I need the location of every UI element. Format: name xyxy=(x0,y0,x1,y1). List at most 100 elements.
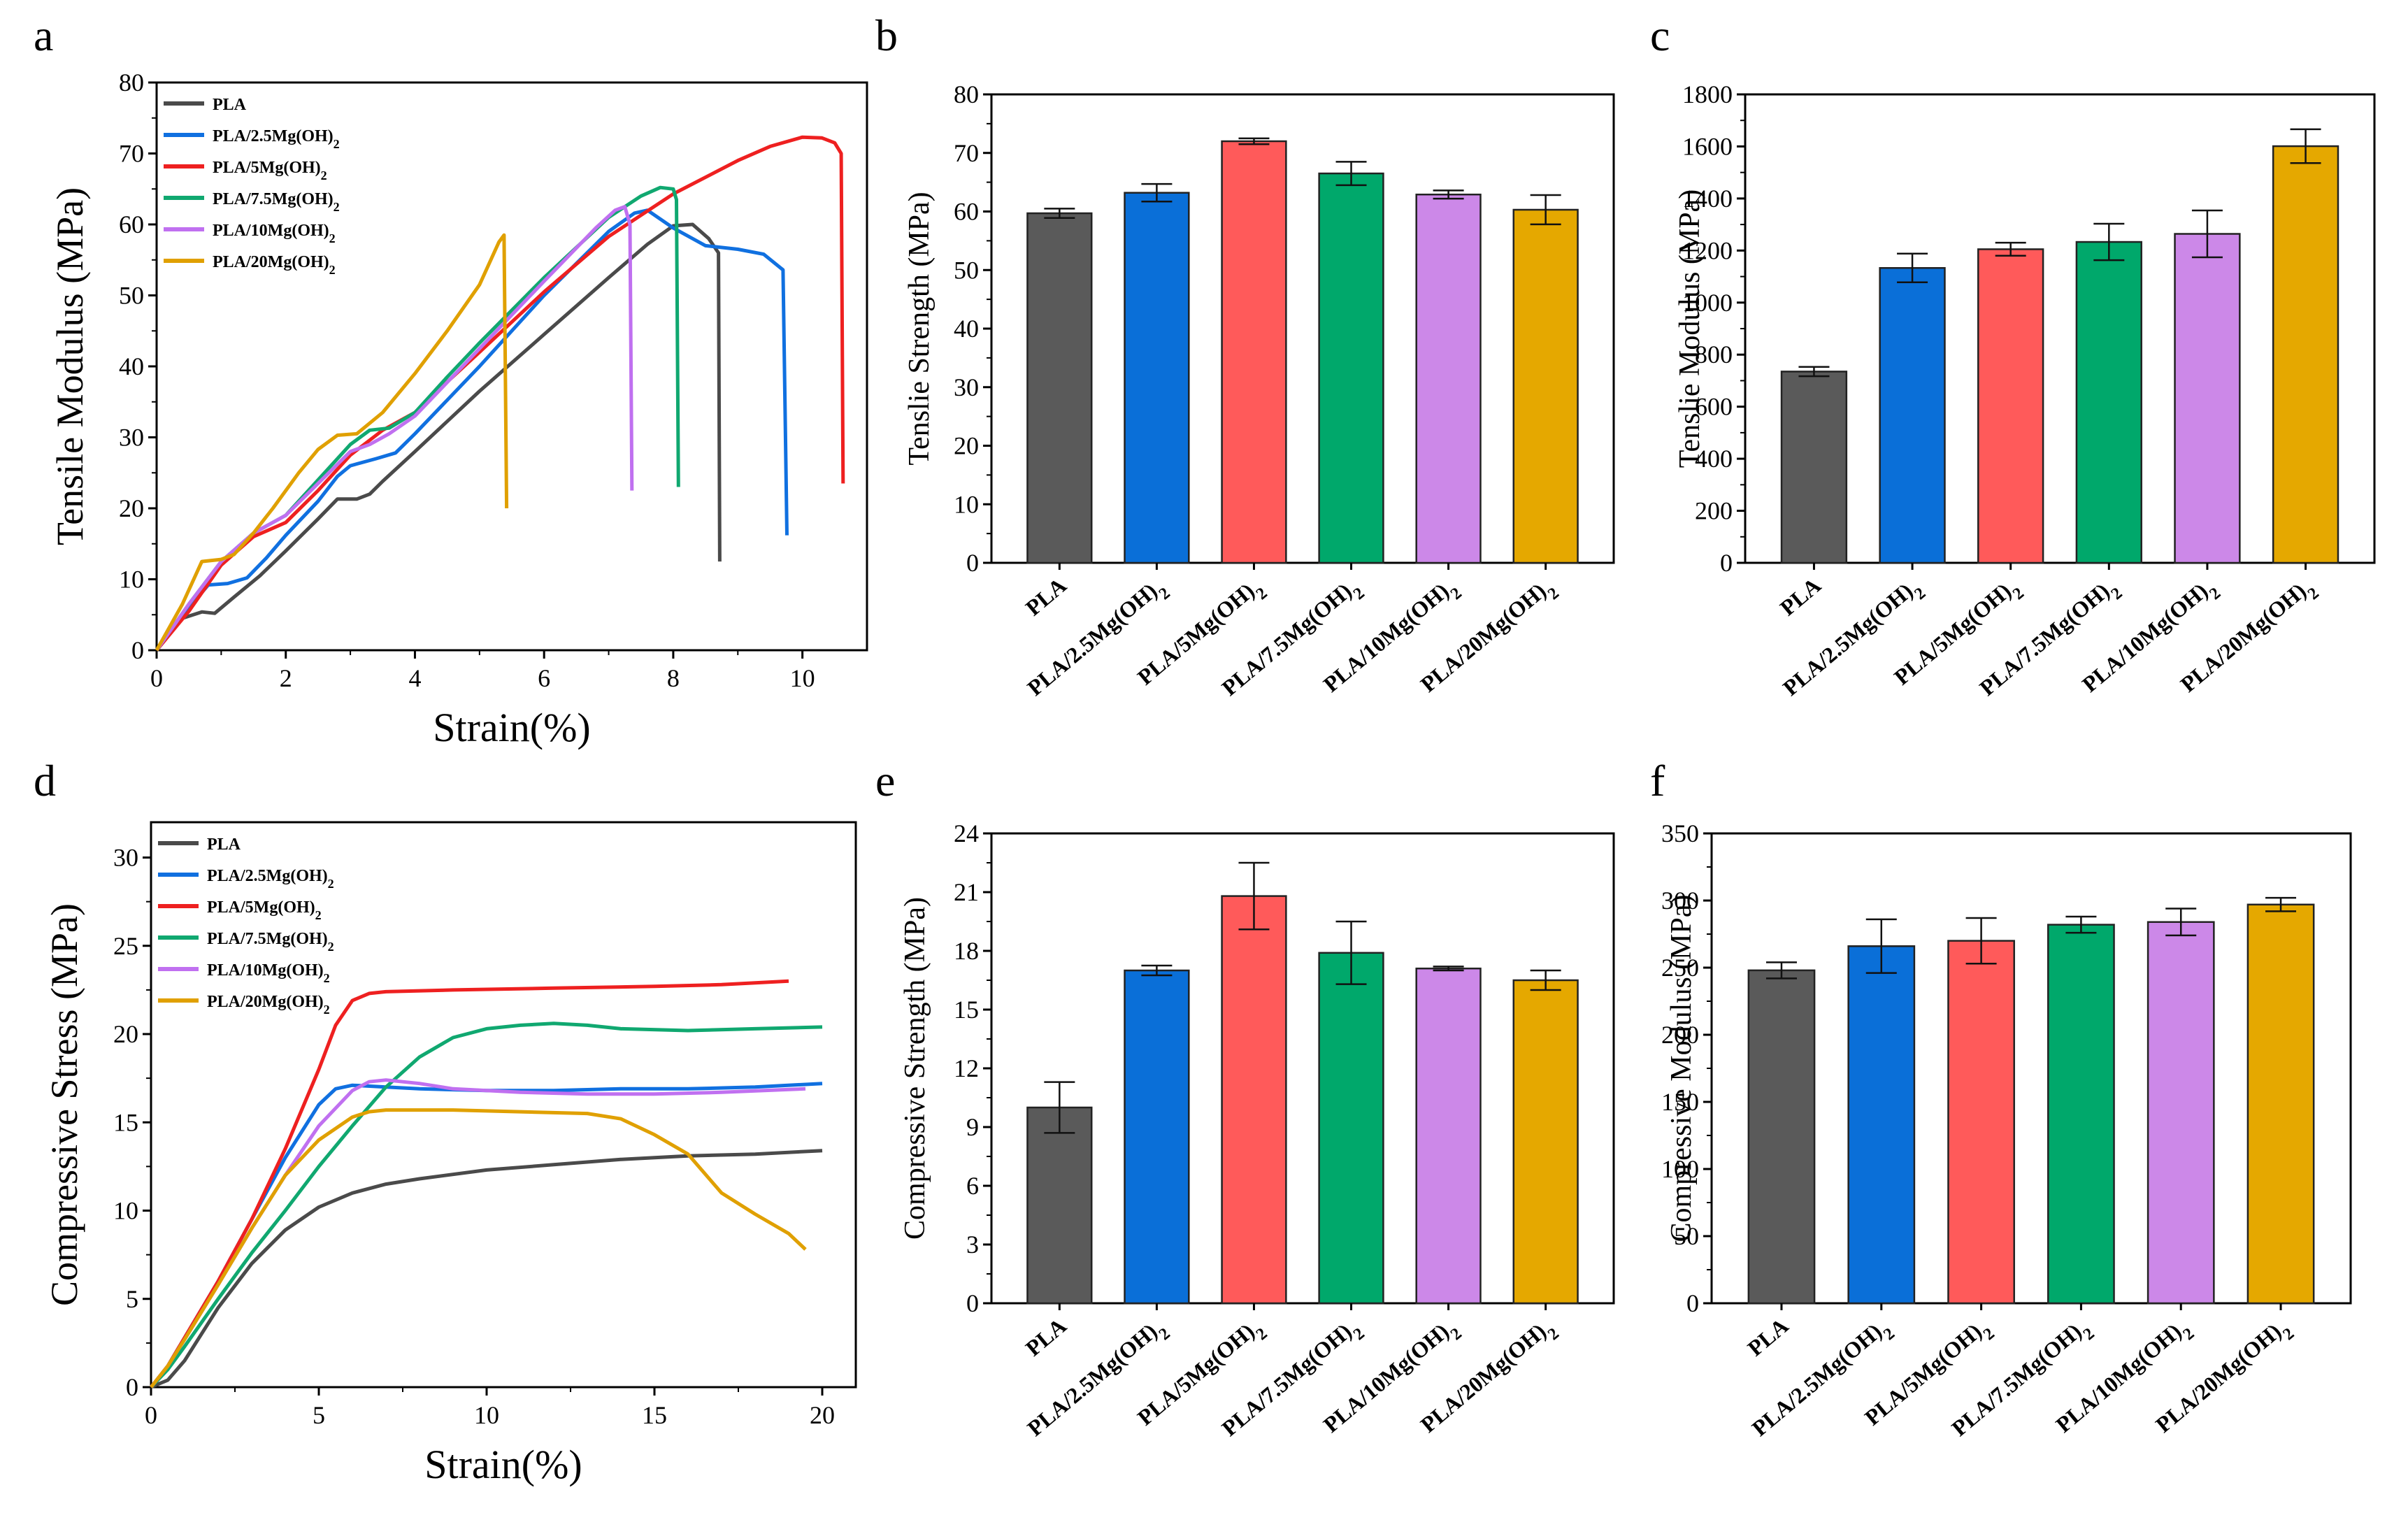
bar-1 xyxy=(1847,945,1916,1305)
bar-2 xyxy=(1221,895,1287,1305)
panel-c-tensile-modulus-bars: c 0 200 400 600 800 1000 1200 1400 1600 1800 Tensli… xyxy=(1650,10,2376,701)
bar-0 xyxy=(1026,212,1093,564)
y-tick-label: 60 xyxy=(954,198,979,226)
series-line-5 xyxy=(150,1108,807,1389)
y-tick-label: 1200 xyxy=(1682,236,1733,264)
bar-2 xyxy=(1221,140,1287,564)
y-tick-label: 12 xyxy=(954,1054,979,1082)
series-line-1 xyxy=(155,208,789,652)
bar-3 xyxy=(1318,172,1384,564)
bar-4 xyxy=(2147,921,2215,1305)
bar-5 xyxy=(1512,208,1579,564)
panel-letter: e xyxy=(875,756,895,805)
legend-label-5: PLA/20Mg(OH)2 xyxy=(207,993,330,1017)
bar-4 xyxy=(2174,233,2241,564)
y-axis-label: Compressive Stress (MPa) xyxy=(43,903,85,1306)
bar-3 xyxy=(2047,924,2115,1305)
panel-a-tensile-stress-strain: a 0 10 20 30 40 50 60 70 80 Tensile Modulus (MPa) 0… xyxy=(34,10,868,750)
legend-label-2: PLA/5Mg(OH)2 xyxy=(213,159,327,182)
y-tick-label: 30 xyxy=(119,424,144,452)
y-tick-label: 1000 xyxy=(1682,289,1733,317)
legend-label-1: PLA/2.5Mg(OH)2 xyxy=(207,867,334,891)
bar-3 xyxy=(2075,241,2142,564)
bar-1 xyxy=(1124,192,1190,564)
x-tick-label: 2 xyxy=(280,664,292,692)
legend-label-4: PLA/10Mg(OH)2 xyxy=(213,222,336,245)
y-tick-label: 25 xyxy=(113,932,138,960)
bar-2 xyxy=(1947,940,2015,1305)
y-tick-label: 200 xyxy=(1695,497,1733,525)
legend-label-3: PLA/7.5Mg(OH)2 xyxy=(213,190,340,214)
y-axis-label: Compressive Strength (MPa) xyxy=(899,897,931,1240)
y-tick-label: 20 xyxy=(954,432,979,460)
panel-letter: a xyxy=(34,10,53,60)
panel-letter: c xyxy=(1650,10,1670,60)
bar-5 xyxy=(2246,903,2315,1305)
y-tick-label: 9 xyxy=(966,1113,979,1141)
y-tick-label: 60 xyxy=(119,210,144,238)
x-tick-label: 6 xyxy=(538,664,550,692)
legend-label-3: PLA/7.5Mg(OH)2 xyxy=(207,930,334,954)
x-axis-label: Strain(%) xyxy=(424,1442,582,1487)
y-tick-label: 30 xyxy=(954,373,979,401)
plot-frame xyxy=(150,821,857,1389)
legend-label-2: PLA/5Mg(OH)2 xyxy=(207,898,322,922)
x-tick-label: 0 xyxy=(150,664,163,692)
series-line-1 xyxy=(150,1082,823,1389)
y-tick-label: 0 xyxy=(126,1373,138,1401)
y-tick-label: 15 xyxy=(113,1108,138,1136)
y-tick-label: 10 xyxy=(119,566,144,594)
series-line-5 xyxy=(155,233,509,652)
y-tick-label: 0 xyxy=(1720,549,1733,577)
y-tick-label: 40 xyxy=(119,352,144,380)
category-label-0: PLA xyxy=(1742,1313,1793,1361)
y-tick-label: 1400 xyxy=(1682,185,1733,213)
bar-4 xyxy=(1415,967,1482,1305)
panel-d-compressive-stress-strain: d 0 5 10 15 20 25 30 Compressive Stress (MPa) 0 5 1… xyxy=(34,756,857,1487)
y-tick-label: 0 xyxy=(1686,1289,1699,1317)
legend-label-5: PLA/20Mg(OH)2 xyxy=(213,253,336,277)
x-tick-label: 20 xyxy=(810,1401,835,1429)
y-tick-label: 80 xyxy=(119,69,144,96)
x-tick-label: 15 xyxy=(642,1401,667,1429)
y-tick-label: 20 xyxy=(113,1020,138,1048)
y-tick-label: 80 xyxy=(954,80,979,108)
panel-letter: b xyxy=(875,10,898,60)
y-tick-label: 50 xyxy=(119,282,144,310)
x-tick-label: 0 xyxy=(145,1401,157,1429)
bar-0 xyxy=(1780,371,1848,564)
y-axis-label: Tensile Modulus (MPa) xyxy=(49,187,91,545)
bar-2 xyxy=(1977,248,2044,564)
y-tick-label: 30 xyxy=(113,844,138,872)
category-label-0: PLA xyxy=(1775,573,1826,621)
y-tick-label: 40 xyxy=(954,315,979,343)
panel-letter: f xyxy=(1650,756,1665,805)
bar-1 xyxy=(1124,969,1190,1305)
bar-5 xyxy=(1512,979,1579,1305)
legend-label-1: PLA/2.5Mg(OH)2 xyxy=(213,127,340,151)
y-tick-label: 20 xyxy=(119,494,144,522)
y-tick-label: 15 xyxy=(954,996,979,1024)
x-axis-label: Strain(%) xyxy=(433,705,591,750)
category-label-0: PLA xyxy=(1021,573,1071,621)
panel-b-tensile-strength-bars: b 0 10 20 30 40 50 60 70 80 Tenslie Strength (MPa)… xyxy=(875,10,1615,701)
y-tick-label: 0 xyxy=(131,636,144,664)
y-tick-label: 50 xyxy=(954,256,979,284)
bar-0 xyxy=(1747,969,1816,1305)
y-tick-label: 1600 xyxy=(1682,132,1733,160)
y-tick-label: 800 xyxy=(1695,340,1733,368)
x-tick-label: 8 xyxy=(667,664,680,692)
panel-f-compressive-modulus-bars: f 0 50 100 150 200 250 300 350 Compressive Modulu… xyxy=(1650,756,2352,1441)
x-tick-label: 10 xyxy=(474,1401,499,1429)
series-line-0 xyxy=(150,1149,823,1389)
series-line-2 xyxy=(150,979,789,1389)
bar-5 xyxy=(2272,145,2339,564)
x-tick-label: 4 xyxy=(408,664,421,692)
legend-label-0: PLA xyxy=(207,836,241,854)
series-line-0 xyxy=(155,222,722,652)
x-tick-label: 10 xyxy=(790,664,815,692)
y-tick-label: 18 xyxy=(954,937,979,965)
y-tick-label: 400 xyxy=(1695,445,1733,473)
y-tick-label: 6 xyxy=(966,1172,979,1200)
